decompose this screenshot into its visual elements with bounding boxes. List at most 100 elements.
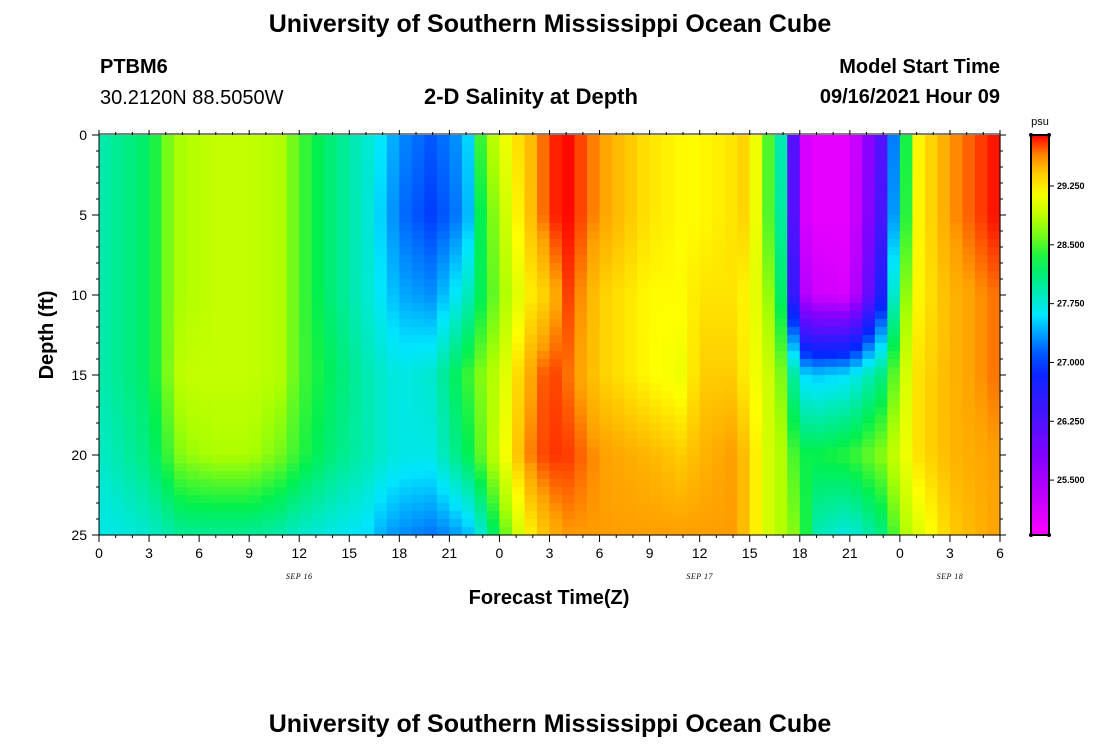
heatmap-cell	[349, 487, 363, 496]
heatmap-cell	[474, 503, 488, 512]
heatmap-cell	[286, 327, 300, 336]
heatmap-cell	[824, 239, 838, 248]
heatmap-cell	[687, 479, 701, 488]
heatmap-cell	[662, 183, 676, 192]
heatmap-cell	[974, 447, 989, 456]
heatmap-cell	[837, 407, 851, 416]
heatmap-cell	[862, 527, 876, 536]
heatmap-cell	[624, 399, 638, 408]
heatmap-cell	[824, 479, 838, 488]
heatmap-cell	[974, 519, 989, 528]
heatmap-cell	[461, 239, 476, 248]
heatmap-cell	[724, 183, 738, 192]
heatmap-cell	[587, 471, 601, 480]
heatmap-cell	[562, 375, 576, 384]
heatmap-cell	[949, 135, 964, 144]
heatmap-cell	[787, 463, 801, 472]
heatmap-cell	[536, 375, 551, 384]
heatmap-cell	[787, 439, 801, 448]
heatmap-cell	[261, 151, 275, 160]
heatmap-cell	[524, 271, 538, 280]
heatmap-cell	[399, 175, 413, 184]
heatmap-cell	[286, 319, 300, 328]
heatmap-cell	[411, 215, 425, 224]
heatmap-cell	[812, 351, 826, 360]
heatmap-cell	[787, 415, 801, 424]
heatmap-cell	[499, 151, 513, 160]
heatmap-cell	[699, 439, 713, 448]
heatmap-cell	[99, 191, 113, 200]
heatmap-cell	[349, 175, 363, 184]
heatmap-cell	[474, 463, 488, 472]
heatmap-cell	[511, 191, 526, 200]
heatmap-cell	[211, 255, 225, 264]
heatmap-cell	[299, 503, 313, 512]
heatmap-cell	[812, 159, 826, 168]
heatmap-cell	[399, 279, 413, 288]
heatmap-cell	[987, 399, 1001, 408]
heatmap-cell	[449, 391, 463, 400]
heatmap-cell	[199, 223, 213, 232]
heatmap-cell	[787, 503, 801, 512]
heatmap-cell	[324, 159, 338, 168]
heatmap-cell	[837, 479, 851, 488]
heatmap-cell	[436, 327, 450, 336]
heatmap-cell	[587, 311, 601, 320]
heatmap-cell	[924, 463, 939, 472]
heatmap-cell	[136, 391, 150, 400]
heatmap-cell	[824, 415, 838, 424]
heatmap-cell	[824, 359, 838, 368]
heatmap-cell	[674, 455, 688, 464]
heatmap-cell	[149, 319, 163, 328]
heatmap-cell	[186, 343, 200, 352]
heatmap-cell	[887, 335, 901, 344]
heatmap-cell	[824, 207, 838, 216]
heatmap-cell	[211, 447, 225, 456]
heatmap-cell	[887, 447, 901, 456]
heatmap-cell	[724, 495, 738, 504]
heatmap-cell	[399, 287, 413, 296]
heatmap-cell	[812, 423, 826, 432]
heatmap-cell	[637, 503, 651, 512]
heatmap-cell	[286, 447, 300, 456]
heatmap-cell	[436, 391, 450, 400]
heatmap-cell	[411, 223, 425, 232]
heatmap-cell	[612, 295, 626, 304]
heatmap-cell	[386, 311, 400, 320]
heatmap-cell	[837, 327, 851, 336]
heatmap-cell	[974, 327, 989, 336]
heatmap-cell	[424, 391, 438, 400]
heatmap-cell	[637, 303, 651, 312]
heatmap-cell	[949, 351, 964, 360]
heatmap-cell	[374, 479, 388, 488]
heatmap-cell	[587, 215, 601, 224]
heatmap-cell	[149, 359, 163, 368]
heatmap-cell	[224, 287, 238, 296]
heatmap-cell	[612, 143, 626, 152]
heatmap-cell	[687, 487, 701, 496]
heatmap-cell	[762, 471, 776, 480]
heatmap-cell	[174, 319, 188, 328]
heatmap-cell	[662, 247, 676, 256]
heatmap-cell	[662, 375, 676, 384]
heatmap-cell	[749, 431, 763, 440]
heatmap-cell	[699, 391, 713, 400]
heatmap-cell	[474, 399, 488, 408]
heatmap-cell	[149, 215, 163, 224]
heatmap-cell	[211, 311, 225, 320]
heatmap-cell	[849, 311, 863, 320]
heatmap-cell	[411, 183, 425, 192]
heatmap-cell	[149, 511, 163, 520]
heatmap-cell	[449, 159, 463, 168]
heatmap-cell	[862, 263, 876, 272]
heatmap-cell	[912, 359, 926, 368]
heatmap-cell	[311, 391, 325, 400]
heatmap-cell	[774, 191, 788, 200]
heatmap-cell	[336, 463, 350, 472]
heatmap-cell	[712, 167, 726, 176]
heatmap-cell	[274, 447, 288, 456]
heatmap-cell	[249, 503, 263, 512]
heatmap-cell	[199, 319, 213, 328]
heatmap-cell	[361, 375, 375, 384]
heatmap-cell	[887, 527, 901, 536]
